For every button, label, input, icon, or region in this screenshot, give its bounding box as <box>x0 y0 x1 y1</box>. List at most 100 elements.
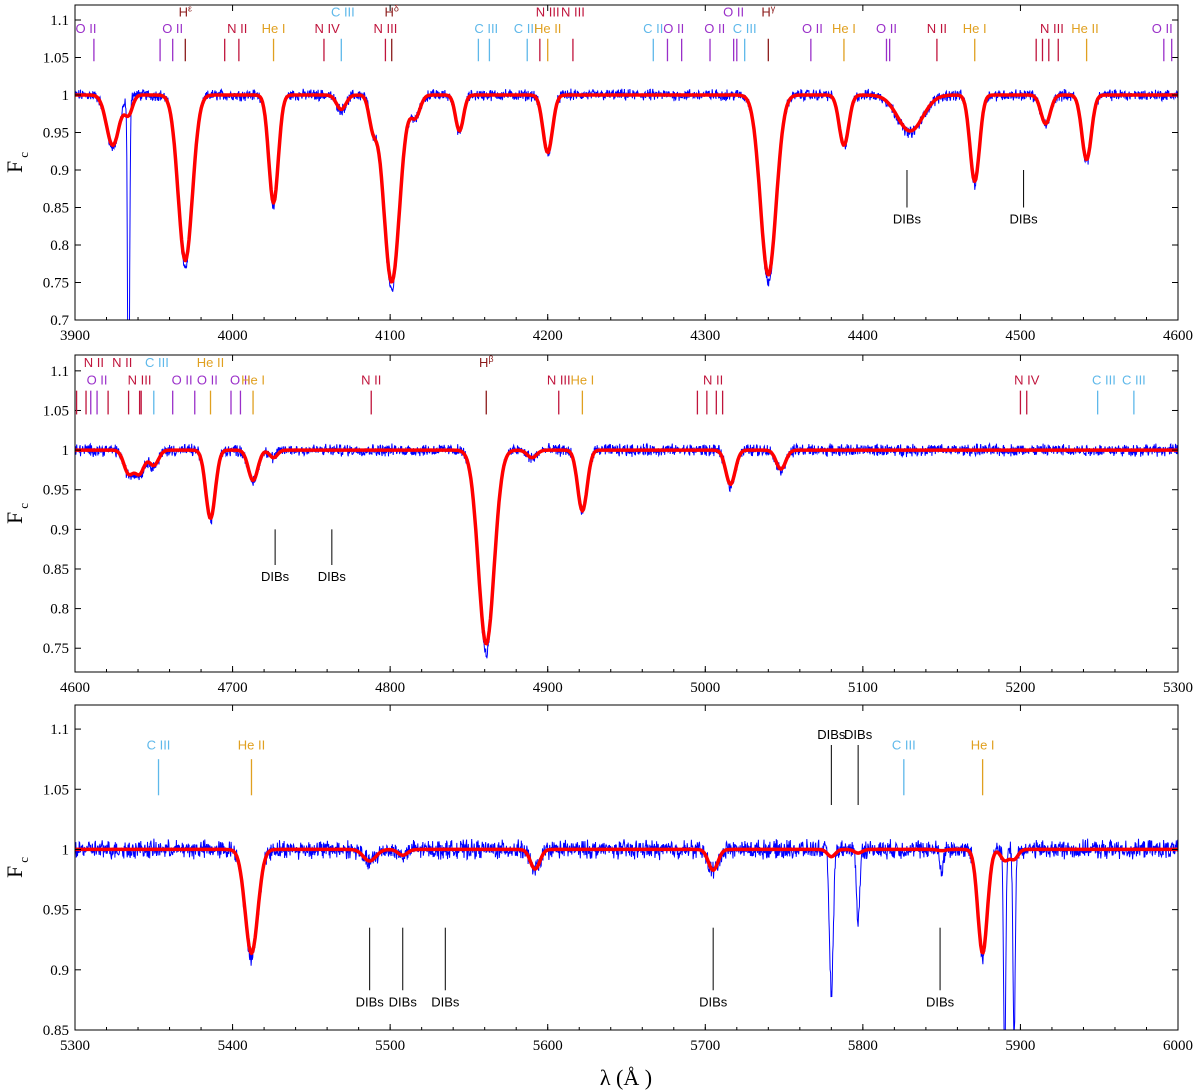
x-tick-label: 4100 <box>375 328 405 344</box>
panel-bottom: 5300 5400 5500 5600 5700 5800 5900 6000 0.85 0.9 0… <box>2 704 1193 1054</box>
line-id-label: C III <box>1122 372 1146 387</box>
line-id-label: O II <box>162 21 183 36</box>
x-tick-label: 4900 <box>533 680 563 696</box>
line-id-label: Hγ <box>761 3 775 19</box>
line-id-label: O II <box>704 21 725 36</box>
y-tick-label: 0.95 <box>43 126 69 142</box>
line-id-label: N II <box>84 355 104 370</box>
x-axis-label: λ (Å ) <box>600 1065 652 1090</box>
x-tick-label: 5300 <box>60 1038 90 1054</box>
y-axis-label: Fc <box>2 857 31 878</box>
y-tick-label: 1 <box>62 88 70 104</box>
line-id-label: N II <box>361 372 381 387</box>
x-tick-label: 5200 <box>1005 680 1035 696</box>
plot-frame <box>74 354 1179 673</box>
y-tick-label: 0.95 <box>43 483 69 499</box>
x-tick-label: 5800 <box>848 1038 878 1054</box>
y-tick-label: 1.05 <box>43 51 69 67</box>
line-id-label: N II <box>927 21 947 36</box>
x-tick-label: 4000 <box>218 328 248 344</box>
line-id-label: N IV <box>1014 372 1040 387</box>
dib-label: DIBs <box>926 994 955 1009</box>
dib-label: DIBs <box>261 569 290 584</box>
model-spectrum <box>75 448 1178 646</box>
x-tick-label: 4600 <box>1163 328 1193 344</box>
x-tick-label: 5400 <box>218 1038 248 1054</box>
dib-label: DIBs <box>893 212 922 227</box>
x-tick-label: 4500 <box>1005 328 1035 344</box>
line-id-label: C II <box>643 21 663 36</box>
y-tick-label: 1 <box>62 842 70 858</box>
line-id-label: N II <box>227 21 247 36</box>
line-id-label: C III <box>474 21 498 36</box>
line-id-label: O II <box>172 372 193 387</box>
x-tick-label: 4400 <box>848 328 878 344</box>
y-tick-label: 0.95 <box>43 903 69 919</box>
y-tick-label: 1.05 <box>43 782 69 798</box>
plot-frame <box>74 4 1179 321</box>
y-tick-label: 0.7 <box>50 313 69 329</box>
line-id-label: He II <box>1071 21 1098 36</box>
line-id-label: C III <box>892 738 916 753</box>
line-id-label: O II <box>802 21 823 36</box>
y-tick-label: 1 <box>62 443 70 459</box>
dib-label: DIBs <box>356 994 385 1009</box>
line-id-label: He I <box>832 21 856 36</box>
y-tick-label: 1.1 <box>50 13 69 29</box>
dib-label: DIBs <box>389 994 418 1009</box>
line-id-label: O II <box>76 21 97 36</box>
model-spectrum <box>75 93 1178 284</box>
y-tick-label: 1.05 <box>43 403 69 419</box>
x-tick-label: 4600 <box>60 680 90 696</box>
line-id-label: C III <box>733 21 757 36</box>
y-axis-label: Fc <box>2 503 31 524</box>
line-id-label: He II <box>238 738 265 753</box>
line-id-label: He I <box>241 372 265 387</box>
line-id-label: O II <box>197 372 218 387</box>
x-tick-label: 5300 <box>1163 680 1193 696</box>
line-id-label: Hβ <box>479 354 494 370</box>
y-tick-label: 0.85 <box>43 562 69 578</box>
x-tick-label: 3900 <box>60 328 90 344</box>
dib-label: DIBs <box>844 727 873 742</box>
line-id-label: O II <box>1152 21 1173 36</box>
line-id-label: N III <box>1040 21 1064 36</box>
y-tick-label: 0.8 <box>50 238 69 254</box>
x-tick-label: 5700 <box>690 1038 720 1054</box>
line-id-label: N IV <box>314 21 340 36</box>
line-id-label: Hε <box>179 3 192 19</box>
panel-middle: 4600 4700 4800 4900 5000 5100 5200 5300 0.75 0.8 0… <box>2 354 1193 696</box>
x-tick-label: 6000 <box>1163 1038 1193 1054</box>
line-id-label: N III <box>561 4 585 19</box>
line-id-label: C III <box>1092 372 1116 387</box>
line-id-label: N III <box>547 372 571 387</box>
y-tick-label: 1.1 <box>50 364 69 380</box>
line-id-label: O II <box>87 372 108 387</box>
y-tick-label: 0.85 <box>43 201 69 217</box>
axis-labels: λ (Å ) <box>600 1065 652 1090</box>
line-id-label: He II <box>534 21 561 36</box>
x-tick-label: 5000 <box>690 680 720 696</box>
y-tick-label: 0.75 <box>43 641 69 657</box>
dib-label: DIBs <box>817 727 846 742</box>
dib-label: DIBs <box>318 569 347 584</box>
observed-spectrum <box>75 442 1178 659</box>
line-id-label: He I <box>971 738 995 753</box>
line-id-label: Hδ <box>385 3 399 19</box>
line-id-label: N II <box>112 355 132 370</box>
x-tick-label: 5500 <box>375 1038 405 1054</box>
line-id-label: C III <box>145 355 169 370</box>
line-id-label: N II <box>703 372 723 387</box>
line-id-label: He I <box>262 21 286 36</box>
line-id-label: C III <box>514 21 538 36</box>
line-id-label: N III <box>128 372 152 387</box>
line-id-label: He I <box>570 372 594 387</box>
line-id-label: N III <box>373 21 397 36</box>
x-tick-label: 5900 <box>1005 1038 1035 1054</box>
panel-top: 3900 4000 4100 4200 4300 4400 4500 4600 0.7 0.75 0… <box>2 3 1193 344</box>
y-tick-label: 0.85 <box>43 1023 69 1039</box>
line-id-label: O II <box>663 21 684 36</box>
line-id-label: O II <box>723 4 744 19</box>
line-id-label: He II <box>197 355 224 370</box>
